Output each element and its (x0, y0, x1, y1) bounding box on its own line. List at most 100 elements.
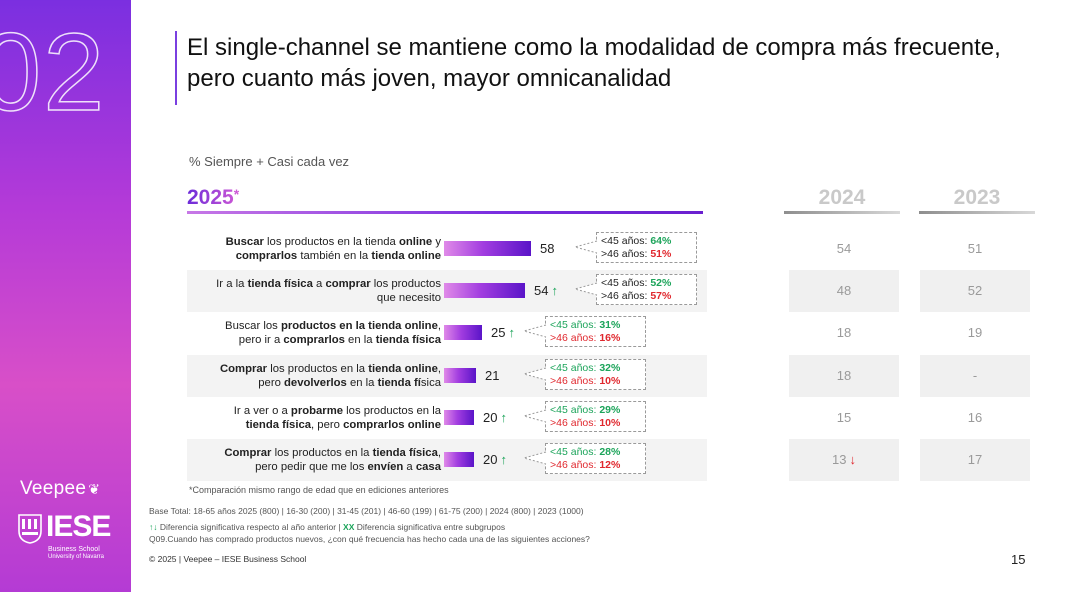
callout-tail (522, 324, 547, 338)
callout-line: >46 años: 51% (601, 248, 692, 261)
row-label-part: , (437, 363, 441, 375)
base-total: Base Total: 18-65 años 2025 (800) | 16-3… (149, 506, 584, 516)
callout-label: >46 años: (550, 417, 600, 429)
page-number: 15 (1011, 552, 1026, 567)
row-label-part: productos en la tienda online (280, 320, 438, 332)
row-label-part: Buscar los (225, 320, 281, 332)
row-label-part: tienda online (371, 250, 441, 262)
cell-background-2023 (920, 270, 1030, 312)
row-label-part: probarme (290, 405, 344, 417)
row-label-part: casa (415, 461, 441, 473)
age-callout: <45 años: 31% >46 años: 16% (545, 316, 646, 347)
row-label-part: comprarlos (283, 334, 345, 346)
bar-value-2025: 25 ↑ (491, 325, 515, 340)
callout-value: 16% (599, 332, 621, 344)
bar-2025 (444, 410, 474, 425)
year-2025-text: 2025 (187, 186, 234, 209)
row-label-part: tienda física (375, 334, 441, 346)
callout-label: <45 años: (550, 362, 600, 374)
value-2023: 52 (967, 283, 983, 298)
value-2024-text: 48 (836, 283, 852, 298)
value-2024-text: 13 (832, 452, 847, 467)
arrow-up-icon: ↑ (500, 452, 507, 467)
survey-question: Q09.Cuando has comprado productos nuevos… (149, 534, 590, 544)
value-2023: 16 (967, 410, 983, 425)
row-label-part: a (312, 278, 326, 290)
bar-value-2025: 20 ↑ (483, 410, 507, 425)
iese-university: University of Navarra (48, 554, 105, 560)
row-label-part: tienda física (247, 278, 313, 290)
callout-value: 64% (650, 235, 672, 247)
legend-sig-year: Diferencia significativa respecto al año… (157, 522, 344, 532)
bar-value-2025: 58 (540, 241, 554, 256)
callout-label: >46 años: (601, 248, 651, 260)
bar-value-text: 54 (534, 283, 549, 298)
callout-line: >46 años: 57% (601, 290, 692, 303)
year-header-2024: 2024 (818, 186, 866, 209)
value-2024-text: 54 (836, 241, 852, 256)
row-label-part: comprarlos (235, 250, 298, 262)
value-2023: - (972, 368, 978, 383)
age-callout: <45 años: 64% >46 años: 51% (596, 232, 697, 263)
age-callout: <45 años: 29% >46 años: 10% (545, 401, 646, 432)
row-label-part: Comprar (219, 363, 268, 375)
value-2024: 13 ↓ (789, 452, 899, 467)
row-label-part: devolverlos (284, 377, 347, 389)
year-2025-underline (187, 211, 703, 214)
callout-label: <45 años: (601, 235, 651, 247)
section-number: 02 (0, 11, 107, 134)
value-2024-text: 18 (836, 368, 852, 383)
row-label-part: en la (344, 334, 376, 346)
row-label-part: Ir a ver o a (233, 405, 291, 417)
bar-2025 (444, 452, 474, 467)
page-title: El single-channel se mantiene como la mo… (187, 34, 1001, 92)
left-brand-band: 02 Veepee ❦ IESE Business School Universi… (0, 0, 131, 592)
callout-label: >46 años: (550, 459, 600, 471)
value-2024: 15 (789, 410, 899, 425)
bar-value-text: 20 (483, 452, 498, 467)
row-label-part: y (432, 236, 441, 248)
callout-line: <45 años: 52% (601, 277, 692, 290)
row-label-part: envíen (367, 461, 404, 473)
callout-value: 12% (599, 459, 621, 471)
callout-label: <45 años: (550, 404, 600, 416)
age-callout: <45 años: 32% >46 años: 10% (545, 359, 646, 390)
row-label-part: los productos (370, 278, 441, 290)
value-2024: 18 (789, 325, 899, 340)
row-label-part: los productos en la (271, 447, 373, 459)
bar-value-text: 58 (540, 241, 555, 256)
value-2024: 54 (789, 241, 899, 256)
veepee-logo-text: Veepee (20, 478, 87, 499)
bar-value-2025: 20 ↑ (483, 452, 507, 467)
arrow-up-icon: ↑ (500, 410, 507, 425)
row-label-part: tienda física (372, 447, 438, 459)
iese-shield-icon (18, 514, 42, 544)
year-header-2025: 2025* (187, 186, 239, 210)
bar-2025 (444, 241, 531, 256)
bar-2025 (444, 368, 476, 383)
year-header-2023: 2023 (953, 186, 1001, 209)
legend-updown-icon: ↑↓ (149, 522, 158, 532)
row-label: Ir a la tienda física a comprar los prod… (189, 277, 441, 305)
value-2023: 19 (967, 325, 983, 340)
value-2024-text: 15 (836, 410, 852, 425)
value-2024-text: 18 (836, 325, 852, 340)
row-label: Comprar los productos en la tienda onlin… (189, 362, 441, 390)
callout-value: 32% (599, 362, 621, 374)
iese-business-school: Business School (48, 546, 100, 553)
arrow-down-icon: ↓ (849, 452, 856, 467)
callout-line: <45 años: 29% (550, 404, 641, 417)
callout-label: <45 años: (550, 446, 600, 458)
callout-tail (573, 240, 598, 254)
cell-background-2024 (789, 355, 899, 397)
year-2023-underline (919, 211, 1035, 214)
legend-sig-sub: Diferencia significativa entre subgrupos (354, 522, 506, 532)
cell-background-2023 (920, 439, 1030, 481)
row-label-part: los productos en la (267, 363, 369, 375)
callout-label: <45 años: (601, 277, 651, 289)
significance-legend: ↑↓ Diferencia significativa respecto al … (149, 522, 505, 532)
year-2025-star: * (233, 186, 240, 202)
row-label-part: comprarlos online (343, 419, 441, 431)
row-label: Buscar los productos en la tienda online… (189, 235, 441, 263)
callout-line: <45 años: 31% (550, 319, 641, 332)
